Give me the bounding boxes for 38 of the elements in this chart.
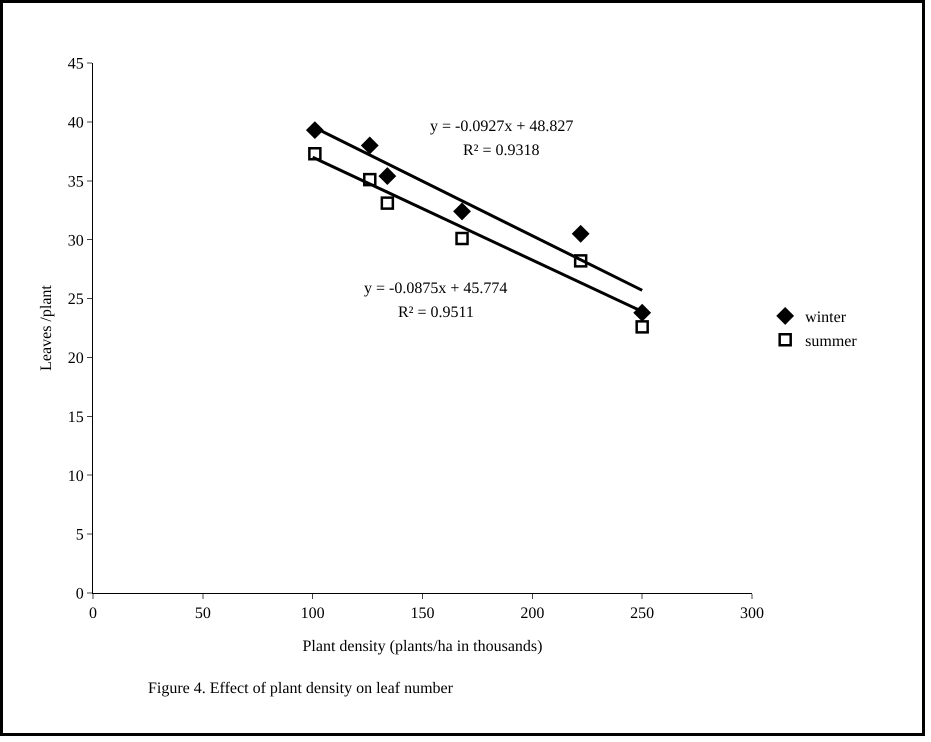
y-tick-label: 5 <box>76 526 84 544</box>
point <box>308 146 322 160</box>
annotation: y = -0.0875x + 45.774 <box>364 280 508 297</box>
x-axis-title: Plant density (plants/ha in thousands) <box>302 638 542 655</box>
point <box>306 122 324 139</box>
y-tick-label: 45 <box>68 56 84 73</box>
y-axis-title: Leaves /plant <box>38 284 55 371</box>
y-tick-label: 15 <box>68 408 84 426</box>
annotation: R² = 0.9511 <box>398 304 474 321</box>
x-tick-label: 100 <box>300 605 325 622</box>
y-tick-label: 10 <box>68 468 84 485</box>
point <box>380 196 394 210</box>
caption: Figure 4. Effect of plant density on leaf number <box>148 680 454 697</box>
x-tick-label: 150 <box>410 605 434 622</box>
point <box>363 172 377 186</box>
point <box>572 225 590 242</box>
y-tick-label: 30 <box>68 232 84 250</box>
point <box>378 168 396 184</box>
y-tick-label: 0 <box>76 586 84 603</box>
y-tick-label: 35 <box>68 173 84 190</box>
point <box>574 254 588 268</box>
y-tick-label: 25 <box>68 291 84 308</box>
legend-label: winter <box>805 309 847 326</box>
point <box>635 320 649 334</box>
annotation: y = -0.0927x + 48.827 <box>430 118 574 135</box>
point <box>634 304 651 322</box>
x-tick-label: 0 <box>89 605 97 622</box>
point <box>455 232 469 246</box>
x-tick-label: 300 <box>740 605 764 622</box>
y-tick-label: 40 <box>68 114 84 132</box>
x-tick-label: 50 <box>194 605 211 622</box>
point <box>361 137 378 154</box>
point <box>454 203 470 220</box>
x-tick-label: 200 <box>520 605 544 622</box>
y-tick-label: 20 <box>68 350 84 368</box>
annotation: R² = 0.9318 <box>463 142 540 159</box>
legend-label: summer <box>805 332 858 350</box>
x-tick-label: 250 <box>630 605 654 622</box>
